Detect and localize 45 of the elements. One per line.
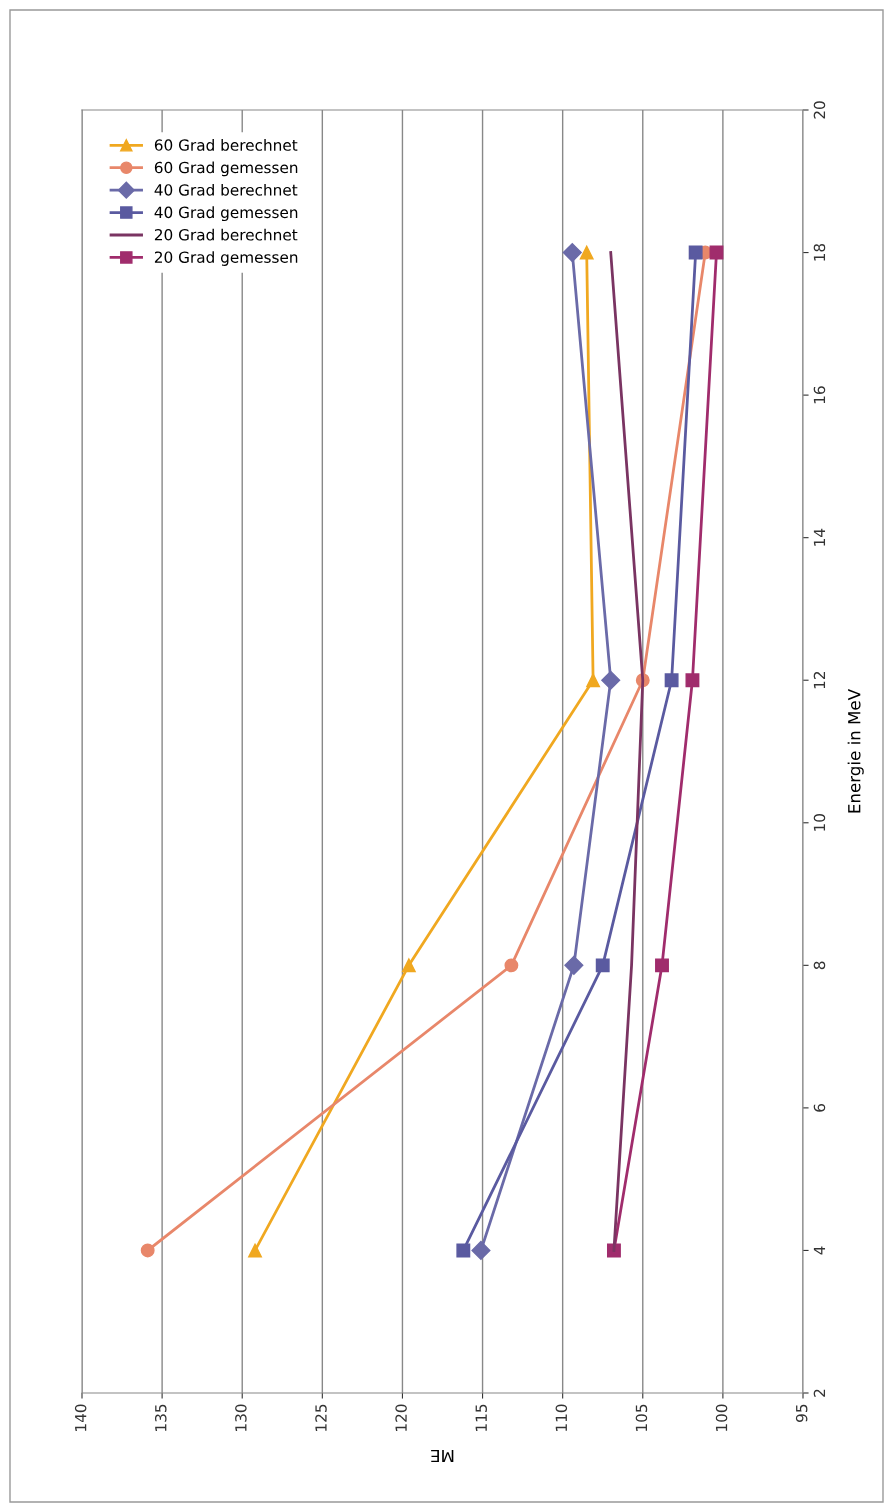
point	[579, 245, 594, 260]
point	[248, 1243, 262, 1258]
point	[564, 955, 584, 975]
point	[709, 245, 724, 260]
point	[504, 958, 519, 973]
point	[562, 243, 582, 263]
y-tick-label: 18	[813, 243, 826, 261]
x-tick-label: 100	[715, 1404, 728, 1431]
y-tick-label: 4	[813, 1246, 826, 1255]
x-tick-label: 95	[795, 1404, 808, 1422]
y-tick-label: 20	[813, 101, 826, 119]
legend-label: 60 Grad berechnet	[154, 139, 298, 151]
legend-label: 20 Grad gemessen	[154, 251, 298, 266]
point	[140, 1243, 155, 1258]
point	[655, 958, 669, 973]
y-tick-label: 6	[813, 1103, 826, 1112]
x-tick-label: 130	[235, 1404, 247, 1431]
x-tick-label: 105	[635, 1404, 648, 1431]
y-tick-label: 16	[813, 386, 826, 404]
y-tick-label: 8	[813, 961, 826, 970]
point	[456, 1243, 471, 1258]
x-tick-label: 135	[154, 1404, 167, 1431]
x-axis-title: ME	[431, 1449, 454, 1463]
point	[601, 670, 621, 690]
point	[688, 245, 703, 260]
point	[471, 1240, 491, 1260]
y-tick-label: 10	[813, 814, 826, 831]
y-tick-label: 2	[813, 1389, 826, 1397]
x-tick-label: 140	[74, 1404, 87, 1431]
point	[586, 673, 601, 688]
y-axis-title: Energie in MeV	[847, 689, 864, 813]
y-tick-label: 12	[813, 672, 826, 689]
x-tick-label: 120	[395, 1404, 407, 1431]
point	[685, 673, 700, 688]
x-tick-label: 125	[315, 1404, 327, 1431]
legend-label: 60 Grad gemessen	[154, 161, 298, 177]
legend-label: 40 Grad berechnet	[154, 183, 298, 196]
legend-label: 40 Grad gemessen	[154, 206, 298, 222]
point	[595, 958, 610, 973]
legend-label: 20 Grad berechnet	[154, 228, 298, 241]
y-tick-label: 14	[813, 528, 826, 546]
point	[664, 673, 679, 688]
x-tick-label: 115	[475, 1404, 487, 1431]
point	[401, 958, 416, 973]
x-tick-label: 110	[555, 1404, 568, 1431]
